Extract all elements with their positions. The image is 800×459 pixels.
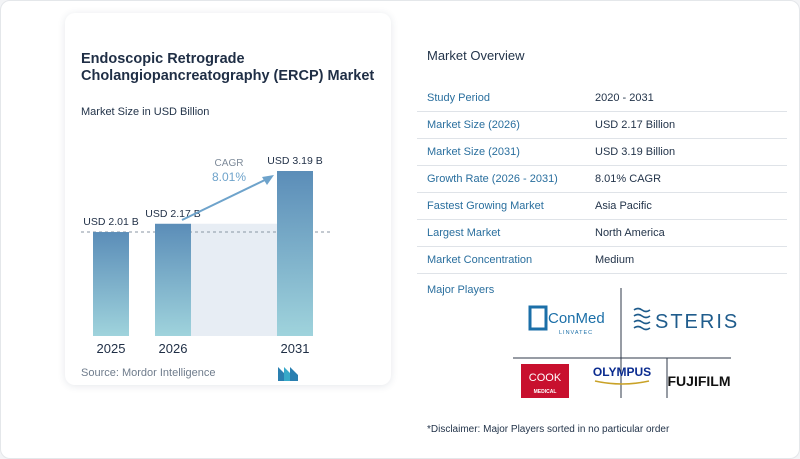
fujifilm-logo-text: FUJIFILM: [668, 373, 731, 389]
conmed-logo-text: ConMed: [548, 310, 605, 327]
tick-label-2026: 2026: [159, 341, 188, 356]
overview-row-value: North America: [595, 227, 665, 239]
overview-row-label: Fastest Growing Market: [427, 200, 544, 212]
bar-2025: [93, 232, 129, 336]
overview-title: Market Overview: [427, 48, 525, 63]
overview-row-label: Market Size (2026): [427, 119, 520, 131]
cagr-arrowhead: [262, 175, 274, 185]
major-players-label: Major Players: [427, 284, 495, 296]
conmed-logo-subtext: LINVATEC: [559, 330, 593, 336]
cook-logo-text: COOK: [529, 372, 562, 384]
data-label-2026: USD 2.17 B: [145, 208, 200, 220]
overview-row-largest-market: Largest Market North America: [417, 220, 787, 247]
cook-logo-subtext: MEDICAL: [534, 389, 557, 395]
fujifilm-logo: FUJIFILM: [668, 373, 731, 389]
olympus-logo: OLYMPUS: [593, 365, 651, 385]
overview-row-label: Market Concentration: [427, 254, 533, 266]
cook-logo: COOK MEDICAL: [521, 364, 569, 398]
overview-row-growth-rate: Growth Rate (2026 - 2031) 8.01% CAGR: [417, 166, 787, 193]
bar-2031: [277, 171, 313, 336]
overview-row-value: 8.01% CAGR: [595, 173, 662, 185]
olympus-logo-text: OLYMPUS: [593, 365, 651, 379]
overview-row-label: Market Size (2031): [427, 146, 520, 158]
overview-row-label: Growth Rate (2026 - 2031): [427, 173, 558, 185]
overview-row-label: Study Period: [427, 92, 490, 104]
overview-row-study-period: Study Period 2020 - 2031: [417, 85, 787, 112]
data-label-2031: USD 3.19 B: [267, 155, 322, 167]
cagr-label: CAGR: [215, 158, 244, 169]
source-text: Source: Mordor Intelligence: [81, 367, 216, 379]
major-players-logos: ConMed LINVATEC STERIS COOK MEDICAL OLYM…: [513, 288, 739, 398]
steris-logo: STERIS: [633, 307, 739, 333]
overview-row-value: Medium: [595, 254, 635, 266]
data-label-2025: USD 2.01 B: [83, 216, 138, 228]
cagr-value: 8.01%: [212, 170, 246, 184]
chart-subtitle: Market Size in USD Billion: [81, 106, 210, 118]
overview-row-value: 2020 - 2031: [595, 92, 654, 104]
steris-logo-text: STERIS: [655, 311, 739, 333]
market-overview-panel: Market Overview Study Period 2020 - 2031…: [417, 1, 787, 459]
bar-2026: [155, 223, 191, 336]
chart-title: Endoscopic Retrograde Cholangiopancreato…: [81, 51, 375, 84]
tick-label-2025: 2025: [97, 341, 126, 356]
overview-row-label: Largest Market: [427, 227, 501, 239]
growth-shade: [191, 223, 277, 336]
overview-row-value: USD 3.19 Billion: [595, 146, 676, 158]
tick-label-2031: 2031: [281, 341, 310, 356]
overview-row-market-size-2026: Market Size (2026) USD 2.17 Billion: [417, 112, 787, 139]
overview-row-market-size-2031: Market Size (2031) USD 3.19 Billion: [417, 139, 787, 166]
overview-row-value: USD 2.17 Billion: [595, 119, 676, 131]
overview-row-concentration: Market Concentration Medium: [417, 247, 787, 274]
cagr-arrow: [181, 177, 270, 221]
conmed-logo: ConMed LINVATEC: [528, 305, 605, 336]
bar-chart: USD 2.01 B 2025 USD 2.17 B 2026 USD 3.19 B 20…: [81, 155, 331, 356]
mordor-logo-icon: [278, 367, 298, 381]
overview-row-value: Asia Pacific: [595, 200, 652, 212]
disclaimer-text: *Disclaimer: Major Players sorted in no …: [427, 424, 670, 435]
overview-row-fastest-growing: Fastest Growing Market Asia Pacific: [417, 193, 787, 220]
